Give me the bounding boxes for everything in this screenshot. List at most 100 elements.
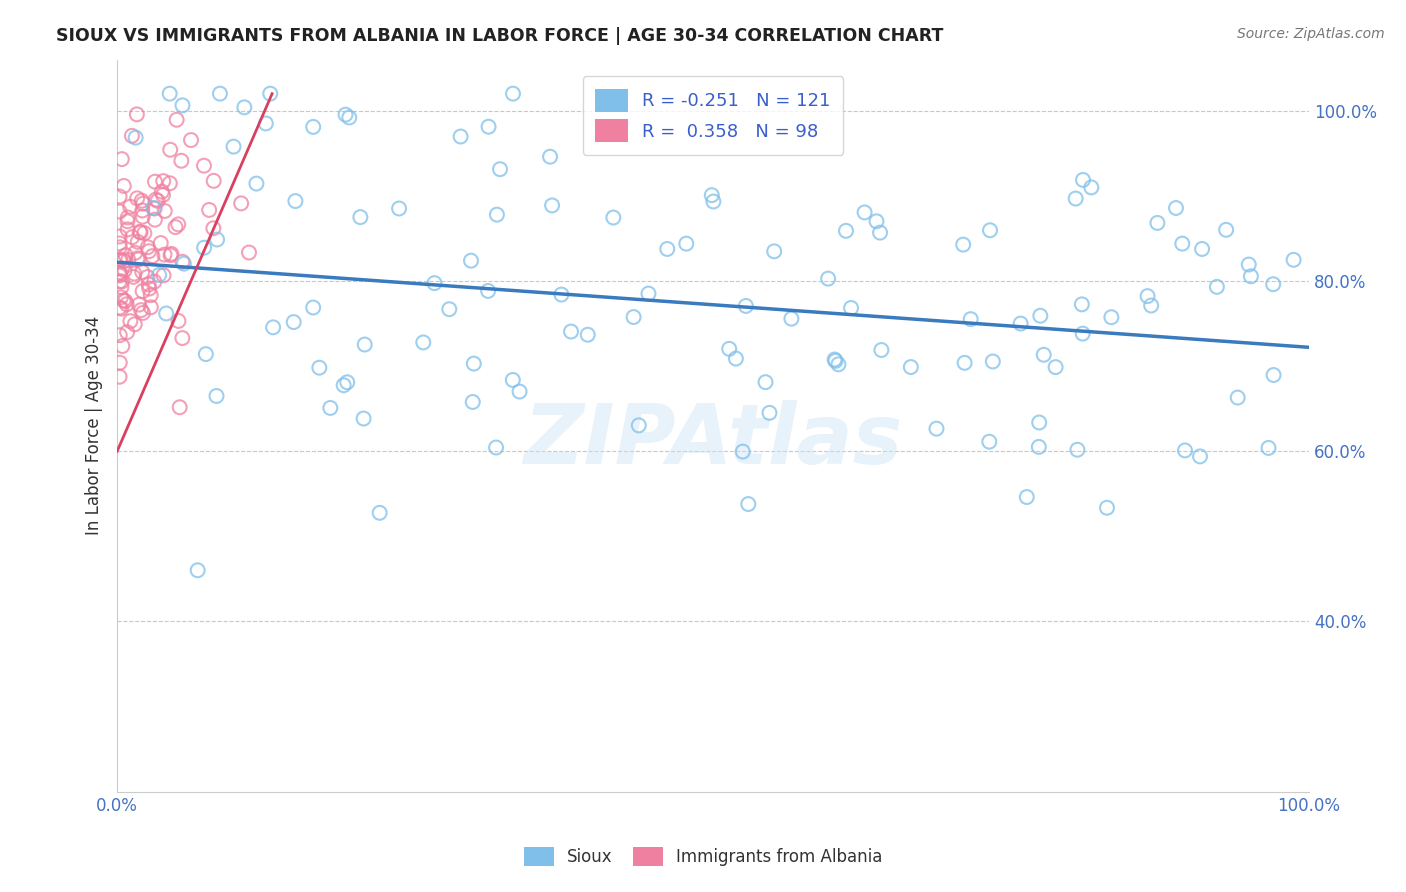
Point [1080,180,1102,194]
Point [114,248,136,262]
Point [128,252,150,267]
Point [110,280,132,294]
Point [172,98,194,112]
Point [173,257,195,271]
Point [1028,440,1050,454]
Point [198,202,221,217]
Point [117,214,139,228]
Point [108,301,131,315]
Point [112,254,135,268]
Point [132,306,155,320]
Point [120,200,142,214]
Point [827,357,849,371]
Point [1263,277,1285,292]
Point [735,299,758,313]
Point [149,235,172,250]
Point [124,245,146,260]
Point [120,314,142,328]
Point [150,185,173,199]
Point [702,194,724,209]
Point [1257,441,1279,455]
Point [110,290,132,304]
Point [1237,258,1260,272]
Point [576,327,599,342]
Point [143,212,166,227]
Point [111,339,134,353]
Point [222,139,245,153]
Point [839,301,862,315]
Point [152,268,174,283]
Point [114,294,136,309]
Point [108,275,131,289]
Point [128,297,150,311]
Point [202,174,225,188]
Point [172,254,194,268]
Point [353,337,375,351]
Point [627,418,650,433]
Point [758,406,780,420]
Point [152,174,174,188]
Point [332,378,354,392]
Point [979,223,1001,237]
Point [180,133,202,147]
Point [114,263,136,277]
Legend: Sioux, Immigrants from Albania: Sioux, Immigrants from Albania [516,838,890,875]
Point [337,111,360,125]
Point [1099,310,1122,325]
Point [353,411,375,425]
Point [335,108,357,122]
Point [657,242,679,256]
Point [108,240,131,254]
Point [172,331,194,345]
Point [1188,450,1211,464]
Point [153,204,176,219]
Point [1240,269,1263,284]
Point [159,143,181,157]
Point [1140,299,1163,313]
Point [124,267,146,281]
Point [153,247,176,261]
Point [167,218,190,232]
Point [187,563,209,577]
Point [112,178,135,193]
Point [143,202,166,216]
Point [108,267,131,281]
Point [308,360,330,375]
Point [124,318,146,332]
Point [125,107,148,121]
Point [1070,297,1092,311]
Point [388,202,411,216]
Point [128,225,150,239]
Point [121,128,143,143]
Point [139,301,162,315]
Point [1191,242,1213,256]
Point [205,233,228,247]
Point [485,208,508,222]
Point [229,196,252,211]
Point [132,210,155,224]
Point [108,268,131,283]
Point [238,245,260,260]
Point [1263,368,1285,382]
Point [245,177,267,191]
Point [412,335,434,350]
Point [111,274,134,288]
Point [485,441,508,455]
Text: Source: ZipAtlas.com: Source: ZipAtlas.com [1237,27,1385,41]
Point [1171,236,1194,251]
Point [450,129,472,144]
Point [824,354,846,368]
Point [131,203,153,218]
Point [159,248,181,262]
Point [1215,223,1237,237]
Point [1174,443,1197,458]
Point [134,226,156,240]
Point [115,297,138,311]
Point [1282,252,1305,267]
Point [981,354,1004,368]
Point [675,236,697,251]
Point [865,214,887,228]
Point [835,224,858,238]
Point [953,356,976,370]
Point [108,265,131,279]
